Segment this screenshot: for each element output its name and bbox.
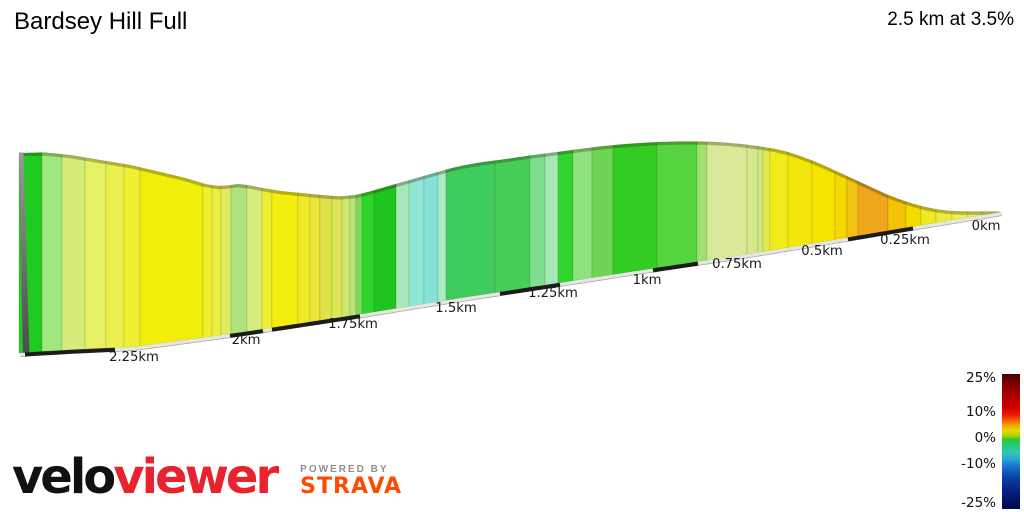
legend-color-bar xyxy=(1002,374,1020,509)
legend-label: -25% xyxy=(961,495,996,511)
gradient-segment xyxy=(572,147,593,282)
distance-label: 0.5km xyxy=(801,244,842,259)
gradient-segment xyxy=(557,149,574,284)
distance-label: 1.5km xyxy=(435,301,476,316)
gradient-segment xyxy=(246,184,263,333)
climb-summary: 2.5 km at 3.5% xyxy=(887,9,1014,30)
baseline-tick-dash xyxy=(24,347,116,357)
baseline-tick-dash xyxy=(229,329,264,338)
profile-top-edge xyxy=(18,141,999,215)
baseline-tick-dash xyxy=(652,261,699,273)
strava-logo: STRAVA xyxy=(300,474,403,499)
page-title: Bardsey Hill Full xyxy=(14,8,188,35)
veloviewer-logo-viewer: viewer xyxy=(113,449,279,505)
gradient-segment xyxy=(105,160,125,349)
gradient-segment xyxy=(349,194,357,317)
legend-label: 25% xyxy=(966,370,996,386)
profile-left-face xyxy=(19,152,30,357)
gradient-segment xyxy=(139,166,204,347)
gradient-segment xyxy=(261,187,273,330)
gradient-segment xyxy=(361,189,375,315)
gradient-segment xyxy=(746,144,759,255)
gradient-segment xyxy=(341,195,351,318)
gradient-segment xyxy=(762,146,771,253)
gradient-segment xyxy=(202,182,213,339)
distance-label: 0.75km xyxy=(712,257,762,272)
legend-label: -10% xyxy=(961,456,996,472)
gradient-segment xyxy=(437,169,447,303)
gradient-segment xyxy=(696,141,708,263)
gradient-segment xyxy=(834,169,848,241)
branding-bar: veloviewer POWERED BY STRAVA xyxy=(12,449,402,505)
gradient-segment xyxy=(445,160,496,301)
baseline-tick-dash xyxy=(847,226,914,242)
gradient-segment xyxy=(211,184,222,337)
gradient-segment xyxy=(297,192,311,325)
gradient-segment xyxy=(395,179,410,310)
gradient-segment xyxy=(319,194,333,322)
gradient-segment xyxy=(271,189,299,329)
gradient-segment xyxy=(769,147,789,252)
distance-labels: 0km 0.25km 0.5km 0.75km 1km 1.25km 1.5km 1.75km… xyxy=(109,219,1000,365)
baseline-tick-dash xyxy=(271,314,361,332)
gradient-segment xyxy=(230,183,248,335)
gradient-segment xyxy=(84,157,107,350)
gradient-segment xyxy=(408,175,425,307)
gradient-segment xyxy=(787,151,813,249)
gradient-segment xyxy=(544,151,559,286)
gradient-segment xyxy=(123,163,141,348)
gradient-segment xyxy=(41,152,63,353)
gradient-segment xyxy=(355,192,363,316)
distance-label: 2.25km xyxy=(109,350,159,365)
strava-attribution: POWERED BY STRAVA xyxy=(300,464,402,505)
gradient-segment xyxy=(846,175,859,239)
legend-label: 10% xyxy=(966,404,996,420)
gradient-segment xyxy=(220,184,232,336)
gradient-segment xyxy=(529,153,546,288)
gradient-segment xyxy=(811,159,836,245)
powered-by-label: POWERED BY xyxy=(300,464,389,475)
veloviewer-logo-velo: velo xyxy=(12,449,116,505)
gradient-segment xyxy=(373,183,397,313)
legend-label: 0% xyxy=(975,430,997,446)
distance-label: 2km xyxy=(232,333,261,348)
distance-label: 1.25km xyxy=(528,286,578,301)
profile-segments xyxy=(18,141,1001,354)
veloviewer-logo: veloviewer xyxy=(12,449,279,505)
distance-label: 0.25km xyxy=(880,233,930,248)
profile-top-highlight xyxy=(18,140,999,212)
gradient-segment xyxy=(494,155,531,294)
gradient-segment xyxy=(309,193,321,323)
gradient-segment xyxy=(331,195,343,320)
baseline-tick-dash xyxy=(499,282,561,296)
gradient-segment xyxy=(612,141,658,276)
baseline xyxy=(19,212,1003,357)
gradient-segment xyxy=(706,141,748,261)
distance-label: 0km xyxy=(972,219,1001,234)
gradient-segment xyxy=(656,141,698,269)
distance-label: 1km xyxy=(633,273,662,288)
gradient-segment xyxy=(61,153,86,351)
gradient-segment xyxy=(757,145,764,254)
gradient-legend: 25% 10% 0% -10% -25% xyxy=(961,370,1020,511)
gradient-segment xyxy=(591,144,614,279)
gradient-segment xyxy=(423,171,439,305)
distance-label: 1.75km xyxy=(328,317,378,332)
